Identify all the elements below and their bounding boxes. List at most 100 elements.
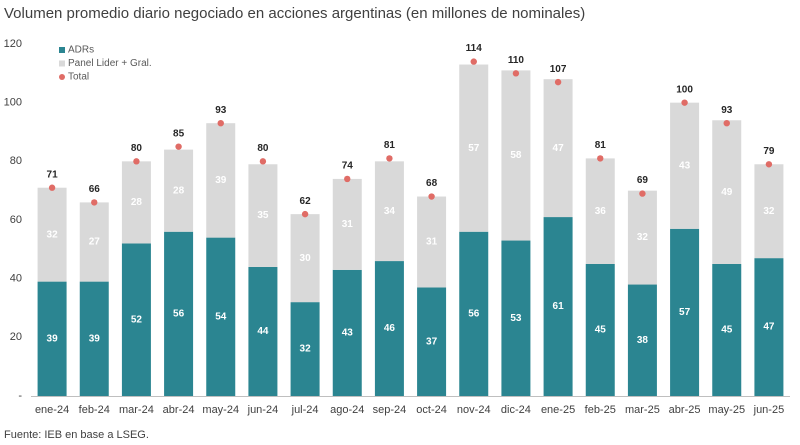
bar-segment — [670, 228, 700, 396]
value-label: 39 — [215, 175, 227, 186]
legend-swatch — [59, 47, 65, 53]
value-label: 37 — [426, 336, 438, 347]
total-label: 66 — [89, 184, 101, 195]
total-dot — [512, 70, 520, 77]
bar-segment — [754, 258, 784, 396]
total-label: 100 — [676, 84, 693, 95]
value-label: 61 — [553, 301, 565, 312]
value-label: 45 — [595, 325, 607, 336]
bar-segment — [332, 269, 362, 396]
value-label: 28 — [173, 185, 185, 196]
value-label: 31 — [342, 219, 354, 230]
x-tick-label: jun-25 — [753, 404, 785, 416]
total-dot — [175, 143, 182, 150]
value-label: 27 — [89, 237, 101, 248]
total-dot — [259, 158, 267, 165]
total-label: 93 — [215, 105, 227, 116]
bar-segment — [712, 264, 742, 396]
bar-segment — [754, 164, 784, 259]
value-label: 28 — [131, 197, 143, 208]
value-label: 52 — [131, 314, 143, 325]
total-dot — [386, 155, 393, 162]
bar-segment — [417, 287, 447, 396]
total-label: 69 — [637, 175, 649, 186]
total-dot — [48, 184, 56, 191]
total-label: 107 — [550, 64, 567, 75]
total-dot — [554, 78, 562, 86]
total-dot — [470, 58, 477, 65]
total-label: 79 — [763, 146, 775, 157]
x-tick-label: may-25 — [708, 404, 745, 416]
bar-segment — [206, 237, 236, 396]
x-tick-label: dic-24 — [501, 404, 531, 416]
total-label: 110 — [508, 55, 525, 66]
bar-segment — [670, 102, 700, 229]
bar-segment — [585, 158, 615, 264]
bar-segment — [332, 178, 362, 270]
total-label: 71 — [47, 169, 59, 180]
total-dot — [597, 155, 604, 162]
source-note: Fuente: IEB en base a LSEG. — [4, 429, 149, 441]
value-label: 35 — [257, 210, 269, 221]
legend-label: ADRs — [68, 45, 94, 56]
value-label: 53 — [510, 313, 522, 324]
x-tick-label: ene-25 — [541, 404, 575, 416]
value-label: 43 — [679, 160, 691, 171]
legend-swatch — [59, 74, 65, 80]
total-dot — [217, 120, 224, 127]
bar-segment — [501, 70, 531, 241]
legend-label: Total — [68, 72, 89, 83]
total-dot — [344, 175, 351, 183]
y-tick-label: 80 — [10, 155, 22, 167]
value-label: 31 — [426, 237, 438, 248]
bar-segment — [543, 79, 573, 218]
x-tick-label: ago-24 — [330, 404, 364, 416]
bar-segment — [459, 231, 489, 396]
chart-title: Volumen promedio diario negociado en acc… — [4, 5, 585, 22]
total-label: 85 — [173, 128, 185, 139]
x-tick-label: may-24 — [202, 404, 239, 416]
bar-segment — [290, 214, 320, 303]
y-tick-label: 20 — [10, 331, 22, 343]
x-tick-label: abr-24 — [163, 404, 195, 416]
total-label: 80 — [131, 143, 143, 154]
x-tick-label: oct-24 — [416, 404, 447, 416]
total-dot — [428, 193, 435, 200]
value-label: 38 — [637, 335, 649, 346]
x-tick-label: mar-24 — [119, 404, 154, 416]
total-dot — [765, 161, 773, 168]
value-label: 46 — [384, 323, 396, 334]
total-dot — [681, 99, 688, 106]
total-label: 81 — [595, 140, 607, 151]
value-label: 49 — [721, 187, 733, 198]
total-label: 93 — [721, 105, 733, 116]
value-label: 39 — [47, 333, 59, 344]
value-label: 32 — [763, 206, 775, 217]
bar-segment — [206, 123, 236, 238]
total-dot — [639, 190, 646, 197]
y-tick-label: 100 — [4, 97, 22, 109]
total-label: 62 — [300, 196, 312, 207]
bar-segment — [543, 217, 573, 396]
y-tick-label: 40 — [10, 273, 22, 285]
value-label: 57 — [679, 307, 691, 318]
value-label: 54 — [215, 311, 227, 322]
x-tick-label: ene-24 — [35, 404, 69, 416]
bar-segment — [374, 261, 404, 396]
bar-segment — [164, 149, 194, 232]
value-label: 47 — [763, 322, 775, 333]
value-label: 56 — [468, 309, 480, 320]
total-dot — [133, 158, 140, 165]
x-tick-label: jul-24 — [291, 404, 319, 416]
bar-segment — [290, 302, 320, 396]
x-tick-label: sep-24 — [373, 404, 407, 416]
bar-segment — [37, 187, 67, 282]
bar-segment — [248, 266, 278, 396]
x-tick-label: jun-24 — [247, 404, 279, 416]
value-label: 47 — [553, 143, 565, 154]
total-dot — [301, 210, 309, 218]
value-label: 30 — [300, 253, 312, 264]
total-label: 114 — [466, 43, 483, 54]
value-label: 34 — [384, 206, 396, 217]
